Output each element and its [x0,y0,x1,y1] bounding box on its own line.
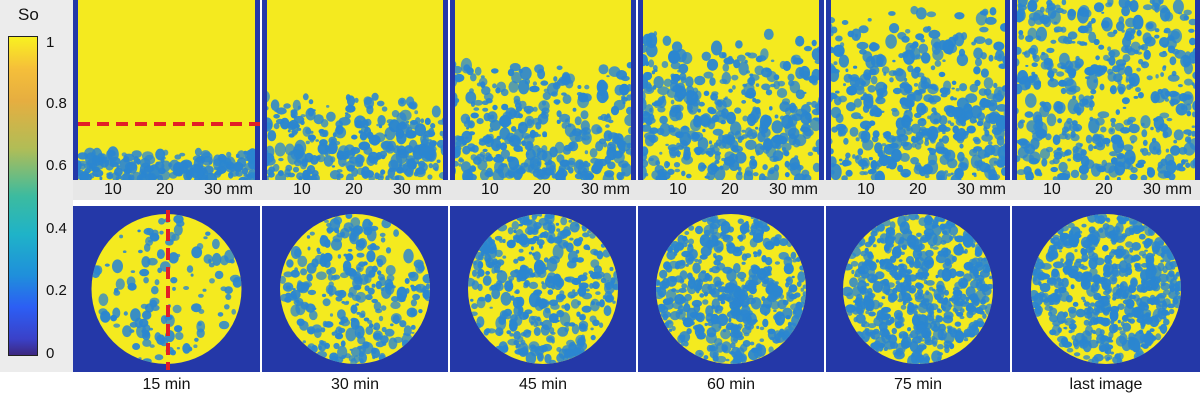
scale-label: 30 mm [1143,181,1192,198]
scale-label: 10 [669,181,687,198]
colorbar-tick: 0 [46,345,55,362]
colorbar-title: So [18,5,39,24]
time-label: 30 min [330,376,380,393]
water-blobs [91,214,242,364]
horizontal-slice-marker [78,122,260,126]
container-edge-right [1195,0,1200,180]
vertical-section-45min [450,0,636,180]
scale-label: 10 [104,181,122,198]
vertical-section-last [1012,0,1200,180]
vertical-section-30min [262,0,448,180]
container-edge-left [1012,0,1017,180]
vertical-section-60min [638,0,824,180]
time-label: 75 min [893,376,943,393]
scale-label: 20 [1095,181,1113,198]
container-edge-left [262,0,267,180]
colorbar-panel: So 1 0.8 0.6 0.4 0.2 0 [0,0,73,372]
scale-label: 30 mm [581,181,630,198]
container-edge-right [255,0,260,180]
time-label: 60 min [706,376,756,393]
colorbar-tick: 0.2 [46,282,67,299]
scale-label: 20 [533,181,551,198]
scale-label: 10 [857,181,875,198]
vertical-slice-marker [166,210,170,370]
colorbar-tick: 0.6 [46,157,67,174]
water-blobs [638,28,824,180]
container-edge-left [826,0,831,180]
container-edge-right [1005,0,1010,180]
water-blobs [280,214,430,364]
scale-label: 20 [909,181,927,198]
scale-label: 20 [721,181,739,198]
scale-label: 30 mm [769,181,818,198]
container-edge-right [819,0,824,180]
scale-label: 30 mm [204,181,253,198]
container-edge-right [631,0,636,180]
cross-section-30min [262,206,448,372]
scale-label: 10 [293,181,311,198]
cross-section-45min [450,206,636,372]
water-blobs [262,90,448,180]
water-blobs [843,214,993,364]
scale-label: 10 [481,181,499,198]
cross-section-60min [638,206,824,372]
water-blobs [1012,0,1200,180]
colorbar-tick: 0.4 [46,220,67,237]
scale-label: 10 [1043,181,1061,198]
scale-label: 20 [345,181,363,198]
time-label: 15 min [142,376,191,393]
container-edge-left [450,0,455,180]
time-label: last image [1069,376,1143,393]
vertical-section-75min [826,0,1010,180]
scale-label: 20 [156,181,174,198]
scale-strip: 10 20 30 mm 10 20 30 mm 10 20 30 mm 10 20 30 mm 10 20… [73,180,1200,200]
colorbar-tick: 0.8 [46,95,67,112]
water-blobs [468,214,618,364]
water-blobs [450,57,636,180]
scale-label: 30 mm [393,181,442,198]
water-blobs [656,214,806,364]
time-label: 45 min [518,376,568,393]
container-edge-left [638,0,643,180]
colorbar-tick: 1 [46,34,55,51]
scale-label: 30 mm [957,181,1006,198]
container-edge-left [73,0,78,180]
cross-section-75min [826,206,1010,372]
colorbar-gradient [8,36,38,356]
vertical-section-15min [73,0,260,180]
cross-section-last [1012,206,1200,372]
container-edge-right [443,0,448,180]
water-blobs [73,146,260,180]
